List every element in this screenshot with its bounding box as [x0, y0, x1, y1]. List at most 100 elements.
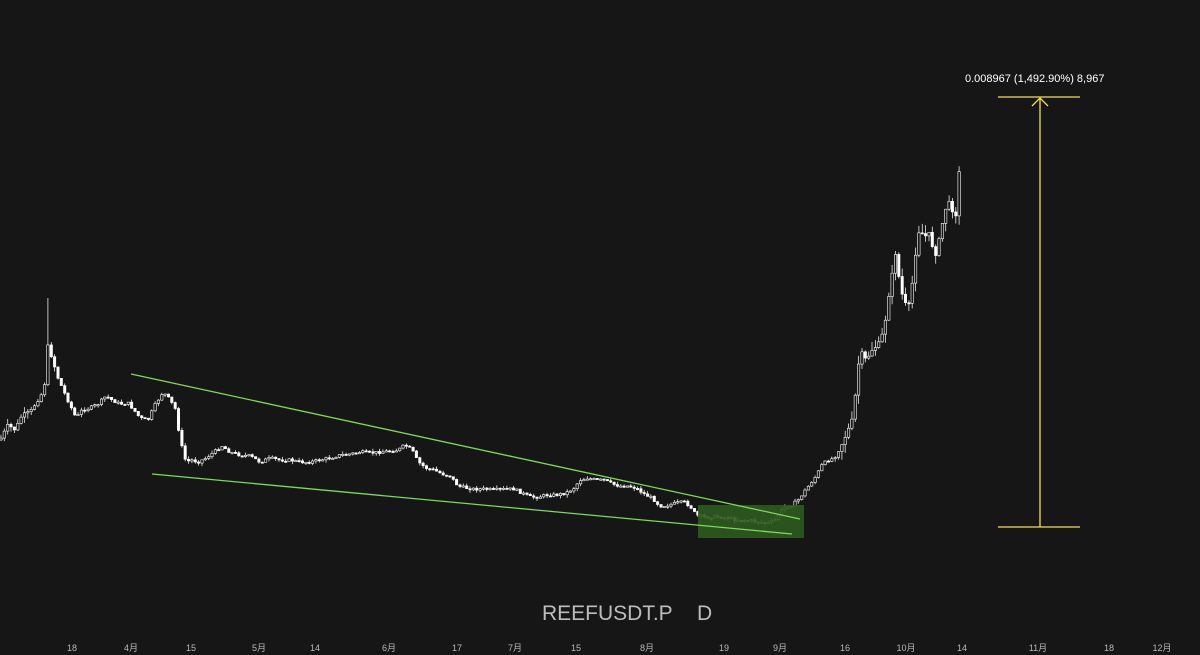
- candle-body: [83, 409, 87, 412]
- candle-body: [46, 344, 50, 385]
- candle-body: [495, 487, 499, 490]
- candle-body: [217, 449, 221, 452]
- candle-body: [311, 460, 315, 464]
- candle-body: [411, 446, 415, 452]
- candle-body: [290, 458, 294, 462]
- candle-body: [914, 254, 918, 284]
- candle-body: [347, 453, 351, 456]
- candle-body: [907, 302, 911, 305]
- candle-body: [39, 394, 43, 402]
- candles-group: [0, 166, 961, 526]
- candle-body: [284, 460, 288, 463]
- candle-body: [230, 451, 234, 454]
- candle-body: [341, 453, 345, 456]
- x-tick-label: 15: [571, 643, 581, 653]
- candle-body: [836, 451, 840, 458]
- candle-body: [267, 456, 271, 460]
- candle-body: [803, 489, 807, 497]
- candle-body: [622, 485, 626, 488]
- candle-body: [280, 459, 284, 462]
- candle-body: [843, 436, 847, 445]
- candle-body: [213, 449, 217, 454]
- candle-body: [110, 396, 114, 400]
- candle-body: [203, 458, 207, 461]
- candle-body: [76, 414, 80, 417]
- x-tick-label: 16: [840, 643, 850, 653]
- candle-body: [26, 411, 30, 414]
- candle-body: [592, 478, 596, 480]
- candle-body: [371, 451, 375, 454]
- symbol-watermark: REEFUSDT.P: [542, 602, 673, 625]
- candle-body: [297, 460, 301, 463]
- candle-body: [599, 478, 603, 481]
- candle-body: [401, 444, 405, 449]
- candle-body: [451, 476, 455, 480]
- candle-body: [579, 480, 583, 485]
- candle-body: [625, 485, 629, 488]
- candle-body: [471, 487, 475, 491]
- candle-body: [234, 451, 238, 454]
- candle-body: [133, 407, 137, 412]
- candle-body: [893, 254, 897, 274]
- candle-body: [334, 457, 338, 459]
- candle-body: [441, 472, 445, 476]
- candle-body: [944, 208, 948, 224]
- candle-body: [120, 401, 124, 405]
- candle-body: [820, 464, 824, 472]
- upper-wedge-line[interactable]: [130, 373, 801, 520]
- candle-body: [930, 232, 934, 247]
- candle-body: [448, 475, 452, 478]
- candle-body: [180, 429, 184, 447]
- candle-body: [535, 496, 539, 499]
- x-tick-label: 7月: [508, 643, 522, 653]
- candle-body: [394, 450, 398, 453]
- candle-body: [589, 478, 593, 481]
- candle-body: [374, 451, 378, 454]
- candle-body: [244, 454, 248, 457]
- candle-body: [378, 451, 382, 454]
- candle-body: [177, 408, 181, 431]
- candle-body: [167, 393, 171, 398]
- candle-body: [337, 454, 341, 458]
- candle-body: [830, 458, 834, 462]
- candle-body: [682, 500, 686, 503]
- candle-body: [160, 394, 164, 401]
- candle-body: [669, 503, 673, 507]
- candle-body: [880, 333, 884, 343]
- candle-body: [491, 488, 495, 490]
- candle-body: [156, 399, 160, 404]
- candle-body: [364, 450, 368, 453]
- x-tick-label: 14: [957, 643, 967, 653]
- candle-body: [86, 408, 90, 412]
- candle-body: [250, 454, 254, 457]
- candle-body: [143, 417, 147, 420]
- candle-body: [816, 470, 820, 478]
- candle-body: [53, 356, 57, 368]
- candle-body: [532, 495, 536, 498]
- candle-body: [49, 344, 53, 358]
- candle-body: [398, 447, 402, 452]
- price-range-measure[interactable]: [998, 96, 1080, 528]
- candle-body: [79, 409, 83, 415]
- candle-body: [307, 461, 311, 464]
- x-tick-label: 18: [67, 643, 77, 653]
- candle-body: [800, 495, 804, 500]
- candle-body: [609, 480, 613, 483]
- candle-body: [639, 488, 643, 493]
- candle-body: [934, 246, 938, 256]
- candle-body: [481, 487, 485, 490]
- candle-body: [294, 460, 298, 463]
- candle-body: [56, 366, 60, 379]
- candle-body: [327, 457, 331, 460]
- candle-body: [629, 485, 633, 488]
- candle-body: [518, 488, 522, 494]
- candle-body: [950, 201, 954, 213]
- candle-body: [2, 430, 6, 439]
- candle-body: [917, 232, 921, 256]
- candle-body: [813, 477, 817, 483]
- candle-body: [445, 474, 449, 477]
- x-tick-label: 15: [186, 643, 196, 653]
- lower-wedge-line[interactable]: [151, 473, 793, 535]
- candle-body: [240, 455, 244, 458]
